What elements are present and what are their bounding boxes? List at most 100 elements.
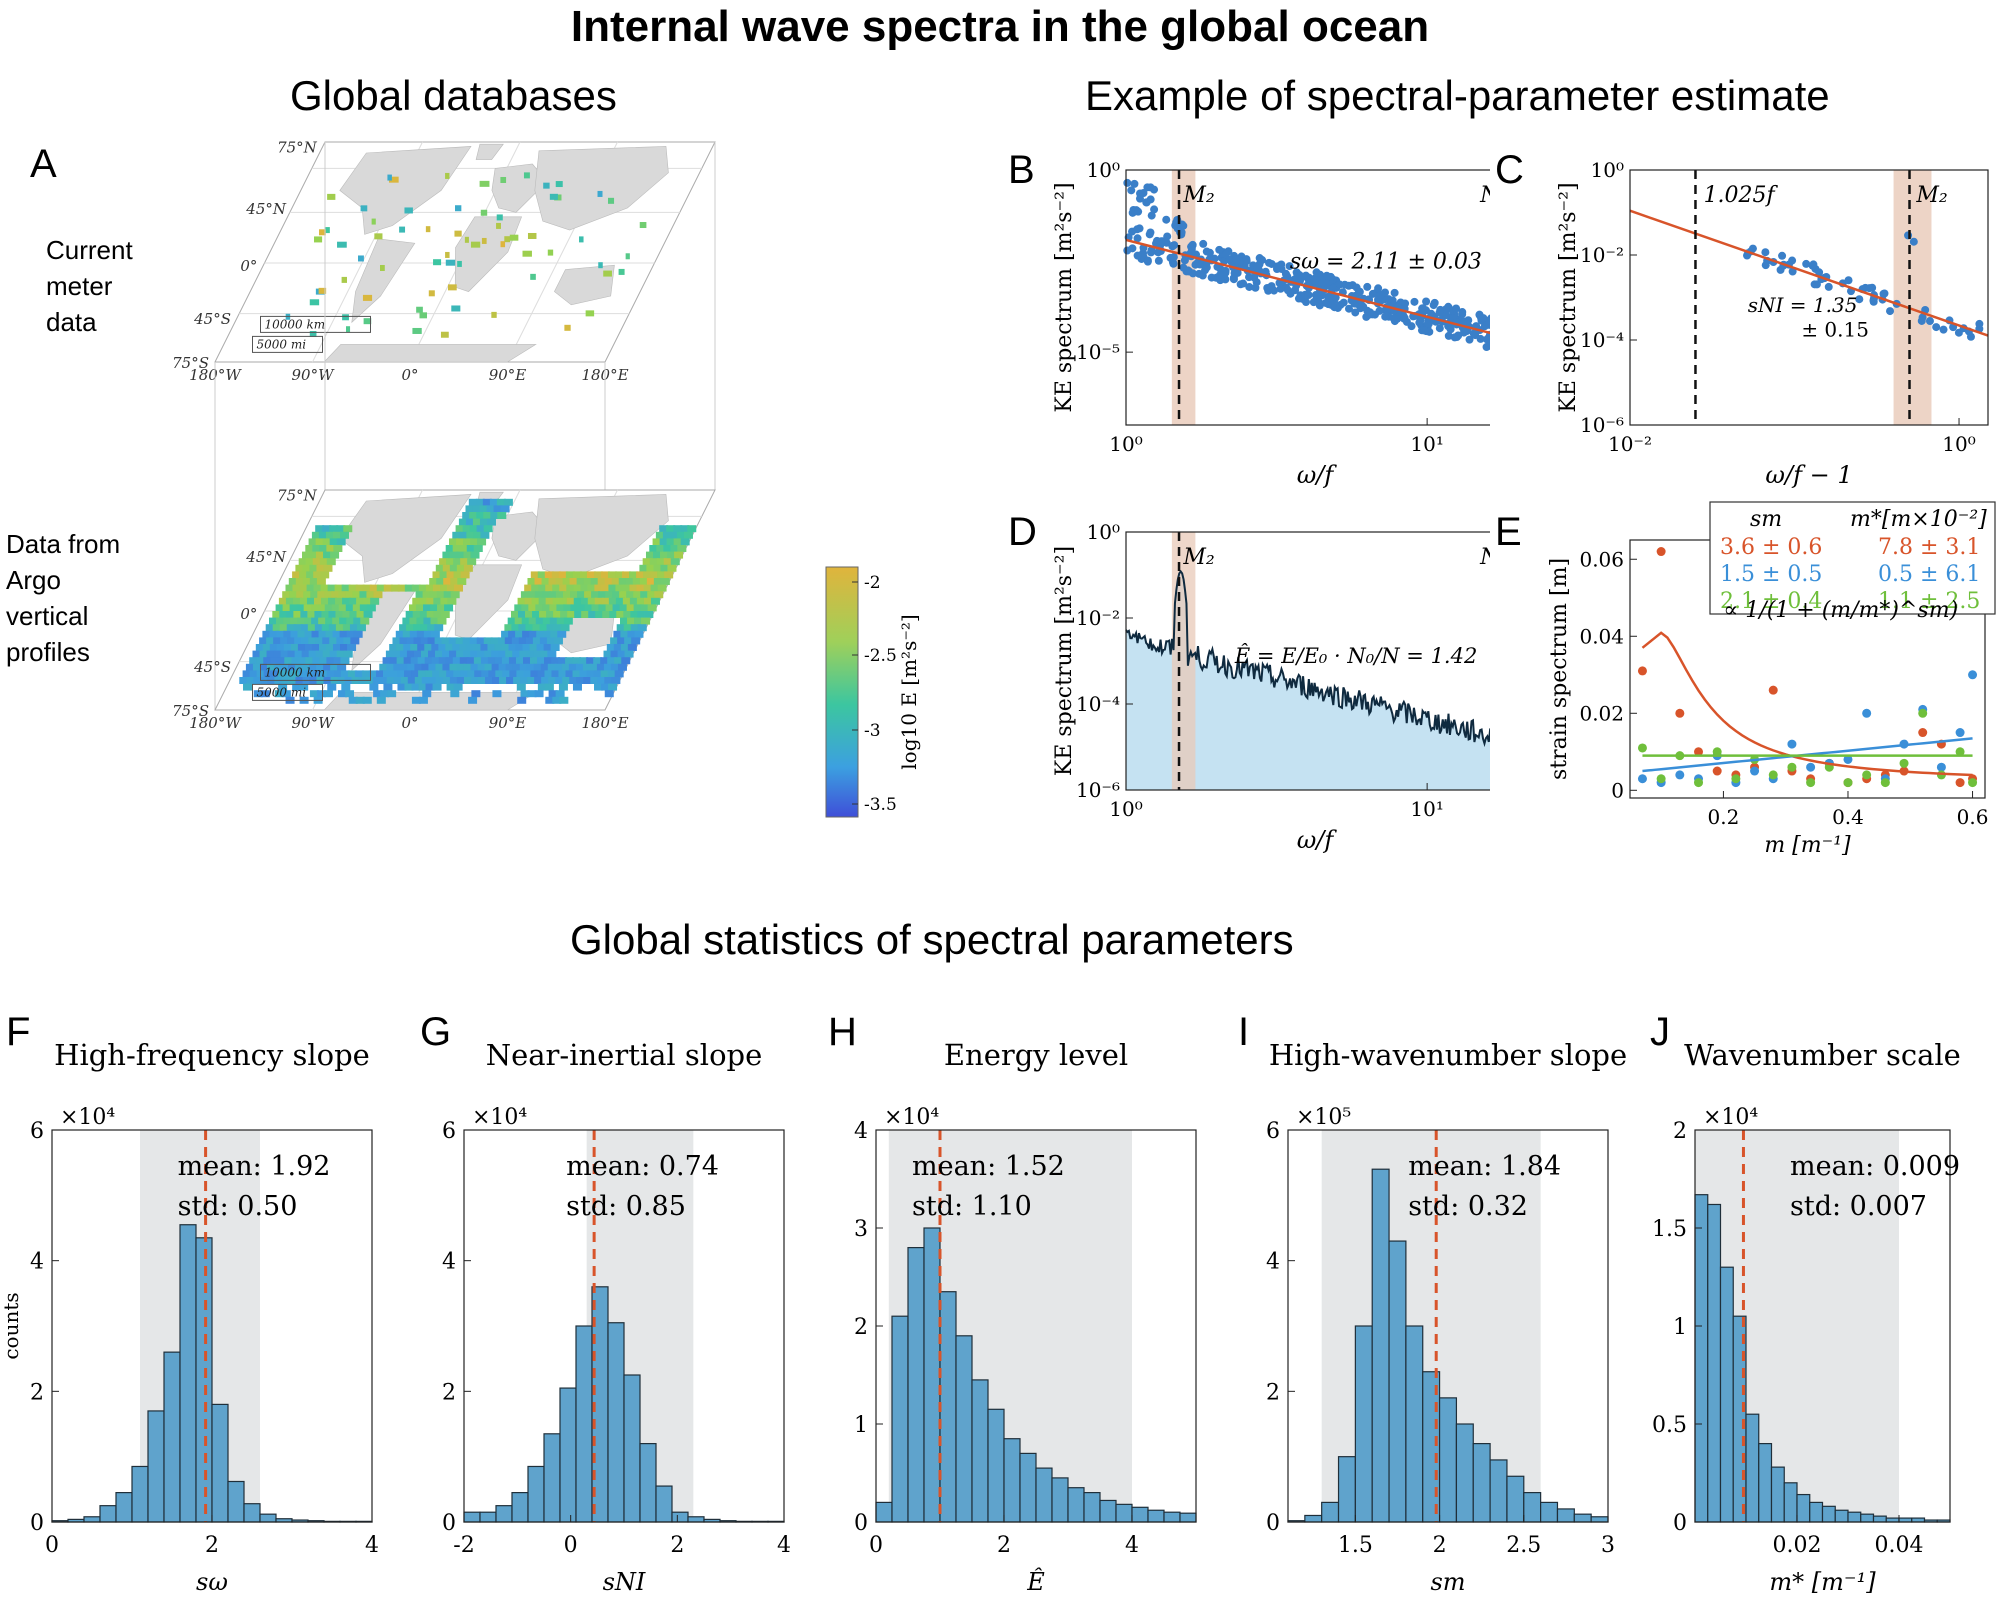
data-tile (336, 525, 346, 533)
data-tile (530, 571, 540, 579)
data-tile (316, 578, 326, 585)
data-tile (439, 571, 449, 579)
data-tile (522, 644, 532, 651)
data-tile (463, 551, 473, 559)
data-tile (473, 545, 483, 552)
data-tile (676, 531, 686, 539)
annotation-slope: sNI = 1.35 (1748, 293, 1858, 317)
data-tile (611, 677, 621, 684)
data-tile (541, 591, 551, 599)
histogram-bar (1719, 1266, 1734, 1523)
data-tile (329, 525, 339, 533)
data-tile (289, 591, 299, 599)
data-tile (622, 597, 632, 605)
axes-box (1287, 1129, 1609, 1523)
data-tile (318, 630, 328, 638)
histogram-bar (1783, 1482, 1798, 1523)
histogram-bar (543, 1433, 561, 1523)
panel-letter-d: D (1008, 510, 1037, 554)
data-tile (369, 584, 379, 592)
data-tile (460, 670, 470, 678)
data-tile (604, 690, 614, 698)
data-tile (476, 637, 486, 645)
data-tile (285, 597, 295, 605)
data-tile (270, 657, 280, 665)
data-tile (335, 611, 345, 618)
data-point (1335, 280, 1344, 289)
data-tile (506, 677, 516, 684)
data-tile (309, 299, 320, 306)
data-tile (442, 650, 452, 658)
histogram-bar (1455, 1423, 1474, 1523)
data-tile (437, 604, 447, 612)
data-tile (620, 644, 630, 651)
data-tile (512, 650, 522, 658)
data-tile (301, 637, 311, 645)
data-tile (579, 571, 589, 579)
data-tile (552, 597, 562, 605)
data-point-green (1862, 770, 1872, 780)
data-tile (582, 663, 592, 671)
y-tick-label: 10⁰ (1087, 520, 1120, 544)
data-tile (453, 670, 463, 678)
data-tile (430, 630, 440, 638)
histogram-bar (607, 1322, 625, 1523)
data-tile (302, 578, 312, 585)
data-tile (621, 657, 631, 665)
data-tile (657, 571, 667, 579)
data-tile (341, 584, 351, 592)
data-tile (556, 617, 566, 625)
annotation-n: N (1479, 183, 1490, 208)
data-point-green (1955, 747, 1965, 757)
data-point (1133, 234, 1142, 243)
data-point-green (1731, 774, 1741, 784)
land-shape (554, 264, 615, 306)
data-tile (553, 624, 563, 632)
y-tick-label: 2 (854, 1315, 868, 1340)
panel-letter-b: B (1008, 148, 1035, 192)
data-tile (622, 571, 632, 579)
data-point (1216, 265, 1225, 274)
data-tile (309, 331, 317, 338)
data-tile (424, 644, 434, 651)
data-point-green (1968, 778, 1978, 788)
data-tile (405, 611, 415, 618)
data-point (1465, 335, 1474, 344)
data-tile (429, 578, 439, 585)
y-tick-label: 6 (1266, 1119, 1280, 1144)
data-tile (379, 677, 389, 684)
m2-band (1171, 170, 1196, 425)
data-point (1123, 246, 1132, 255)
data-tile (489, 498, 499, 506)
data-point (1147, 211, 1156, 220)
data-tile (425, 226, 431, 233)
data-tile (589, 663, 599, 671)
data-point (1324, 293, 1333, 302)
data-point (1435, 324, 1444, 333)
data-tile (541, 677, 551, 684)
mean-text: mean: 1.92 (178, 1151, 331, 1182)
data-tile (338, 604, 348, 612)
data-tile (320, 571, 330, 579)
data-tile (476, 512, 486, 519)
histogram-bar (1809, 1501, 1824, 1523)
data-tile (597, 190, 603, 197)
data-point (1975, 319, 1984, 328)
data-tile (343, 637, 353, 645)
y-tick-label: 1 (1673, 1315, 1687, 1340)
x-tick-label: 0 (869, 1533, 883, 1558)
data-tile (426, 611, 436, 618)
data-tile (318, 531, 328, 539)
data-tile (624, 637, 634, 645)
data-tile (555, 591, 565, 599)
data-tile (346, 630, 356, 638)
data-tile (418, 670, 428, 678)
data-tile (607, 657, 617, 665)
data-point (1909, 237, 1918, 246)
histogram-bar (655, 1485, 673, 1523)
histogram-bar (1115, 1503, 1133, 1523)
data-tile (683, 531, 693, 539)
data-tile (533, 663, 543, 671)
data-tile (433, 259, 442, 266)
